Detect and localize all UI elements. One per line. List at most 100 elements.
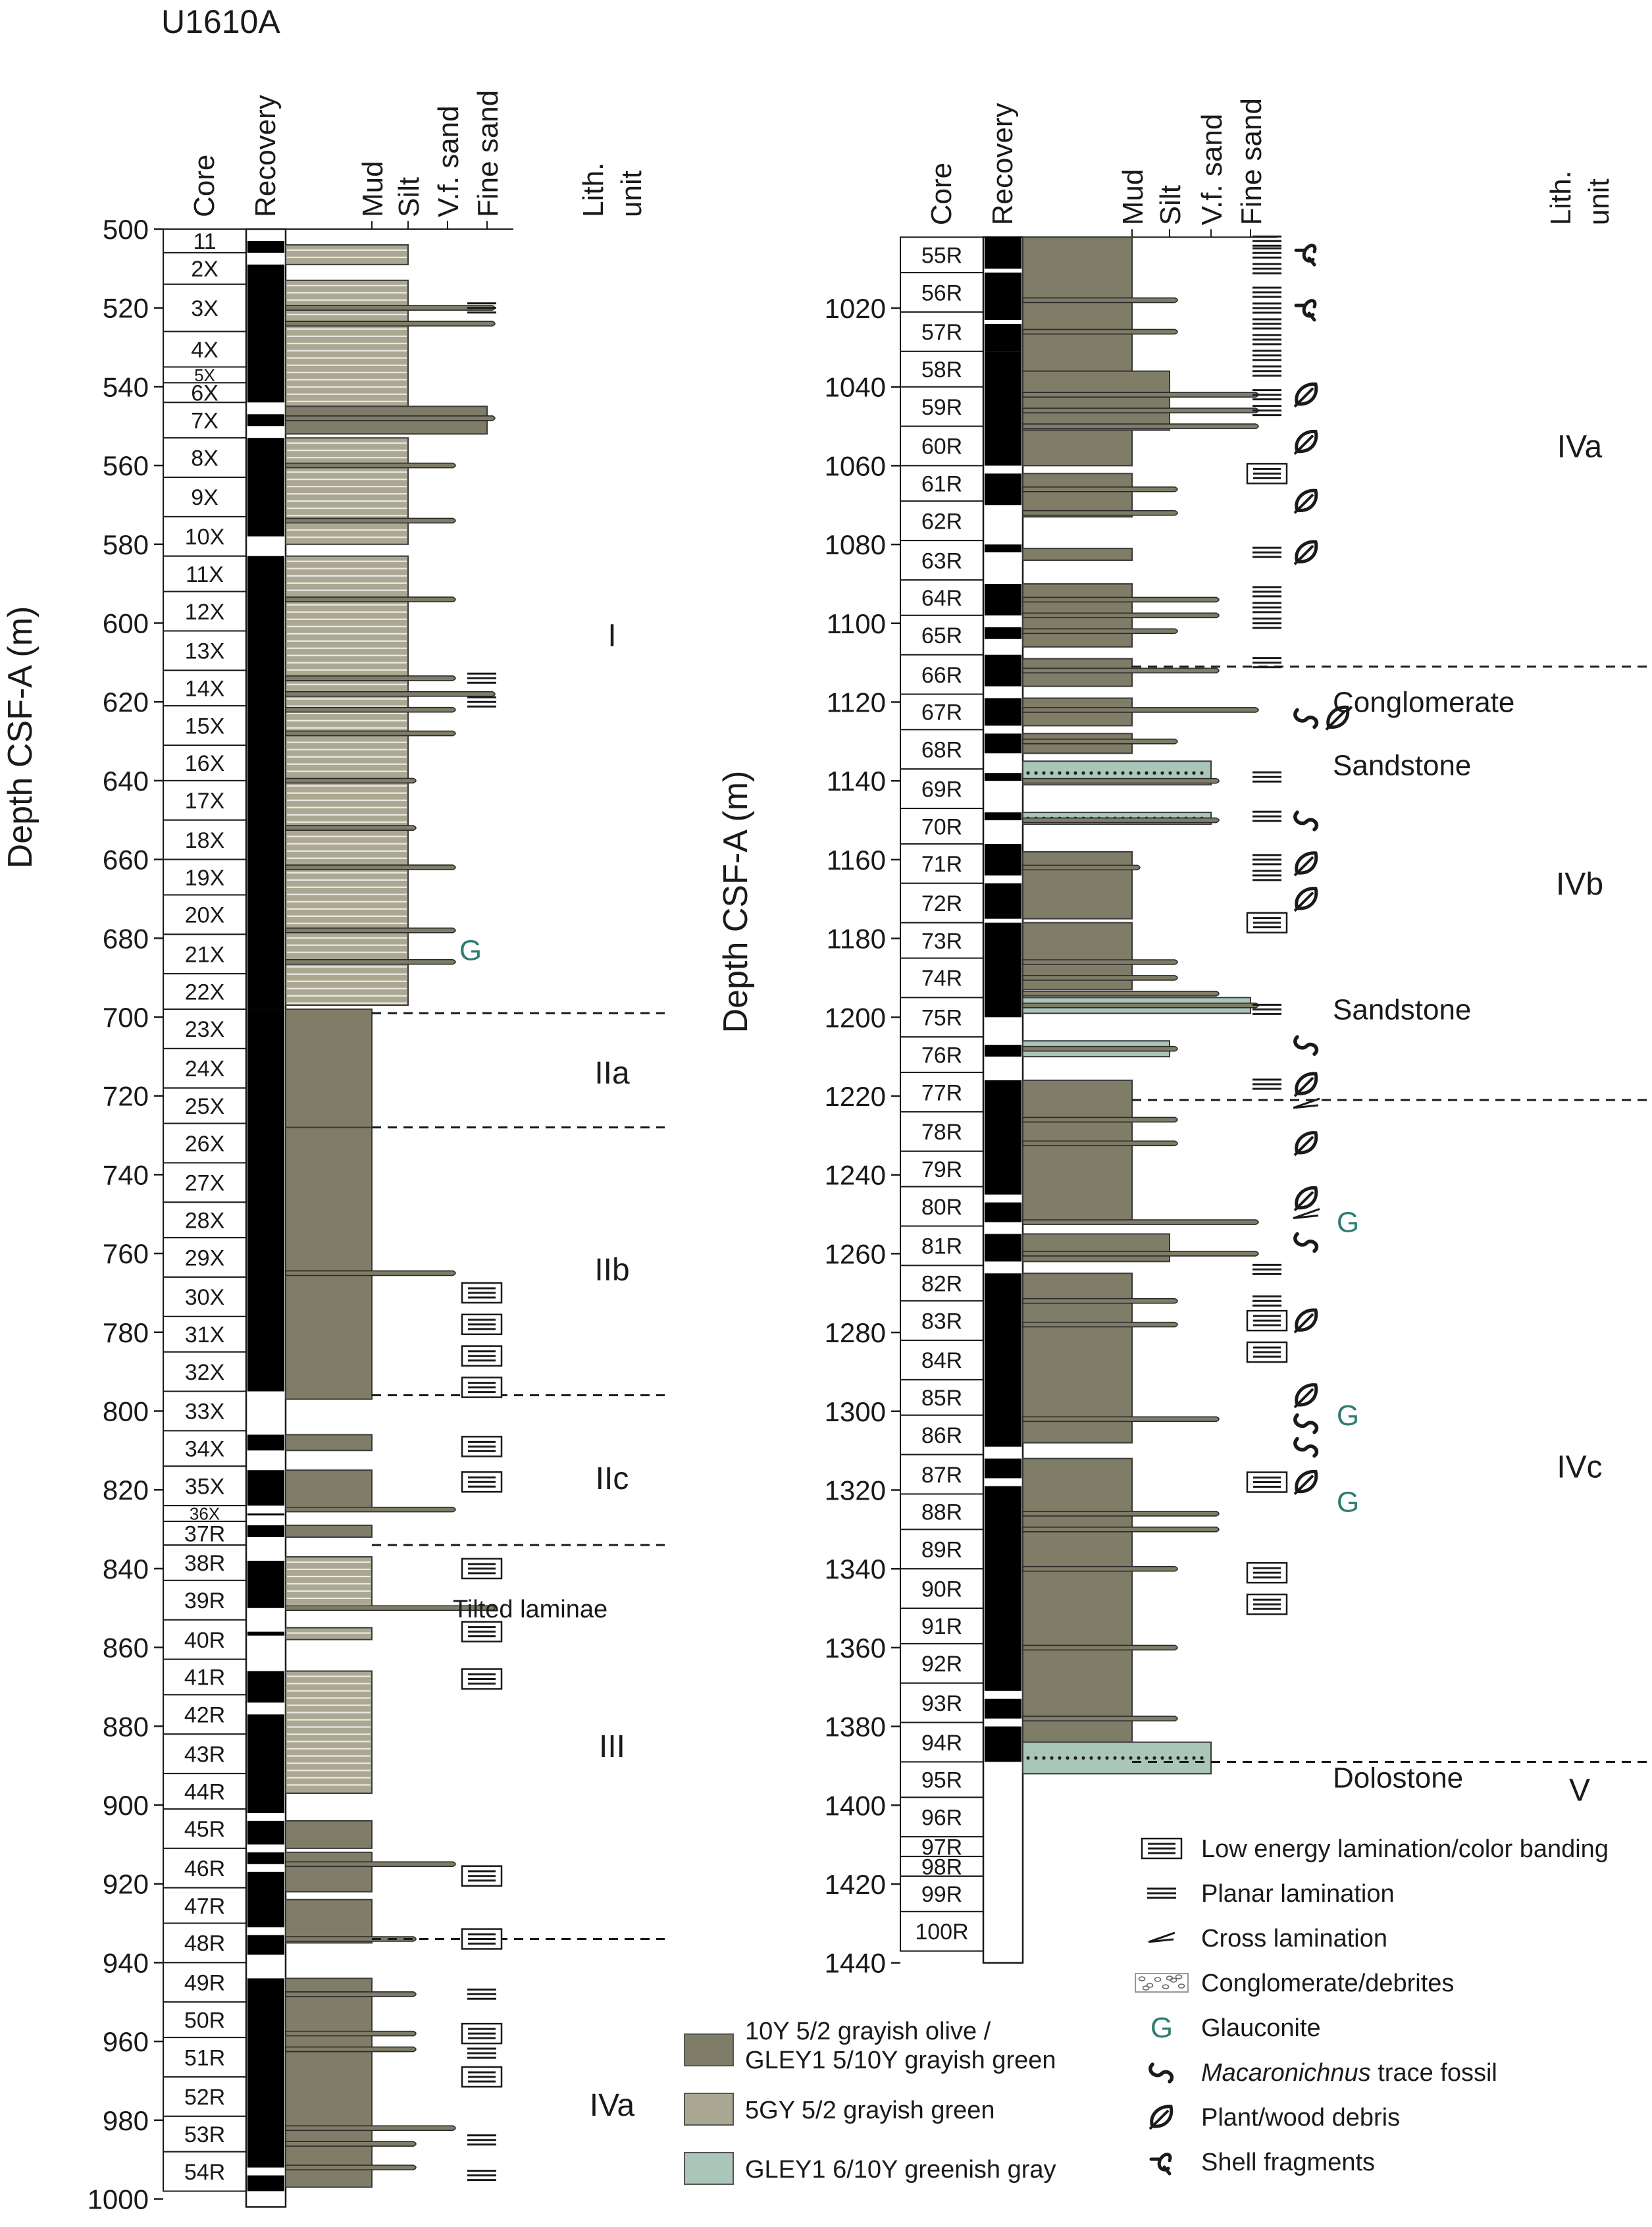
glauconite-symbol-icon: G	[1337, 1207, 1359, 1239]
core-label: 77R	[921, 1080, 962, 1105]
core-box	[900, 1150, 984, 1188]
low_energy-symbol-icon	[461, 1436, 503, 1457]
depth-tick-label: 540	[103, 371, 149, 402]
core-box	[163, 779, 247, 821]
sand-dot	[1137, 1756, 1141, 1760]
depth-tick-label: 1060	[825, 450, 886, 481]
sand-dot	[1058, 771, 1062, 775]
thin-bed	[285, 777, 417, 784]
legend-color-label: 10Y 5/2 grayish olive / GLEY1 5/10Y grayi…	[745, 2018, 1056, 2074]
core-label: 36X	[190, 1504, 220, 1523]
thin-bed	[1022, 975, 1178, 981]
lithology-interval	[285, 1556, 373, 1609]
sand-dot	[1089, 771, 1093, 775]
thin-bed	[1022, 777, 1220, 784]
core-label: 53R	[184, 2122, 225, 2147]
leaf-outline	[1150, 2105, 1174, 2128]
sand-dot	[1073, 771, 1077, 775]
depth-tick-label: 680	[103, 923, 149, 954]
sand-dot	[1050, 1756, 1054, 1760]
core-label: 70R	[921, 814, 962, 839]
core-label: 85R	[921, 1386, 962, 1411]
shell-symbol-icon	[1294, 299, 1317, 322]
recovered-interval	[985, 773, 1021, 781]
recovered-interval	[247, 2175, 284, 2191]
core-label: 91R	[921, 1614, 962, 1639]
thin-bed	[1022, 707, 1259, 713]
sand-dot	[1113, 771, 1117, 775]
clast	[1154, 1977, 1162, 1982]
core-label: 86R	[921, 1423, 962, 1448]
leaf-stem	[1293, 387, 1314, 408]
thin-bed	[1022, 1251, 1259, 1257]
depth-tick-label: 1180	[827, 924, 886, 955]
low_energy-symbol-icon	[1246, 1561, 1288, 1584]
legend-italic-part: Macaronichnus	[1201, 2059, 1371, 2087]
lithology-interval	[285, 1978, 373, 2188]
glauconite-letter: G	[1150, 2012, 1173, 2044]
low_energy-symbol-icon	[1246, 912, 1288, 933]
clast	[1162, 1984, 1170, 1989]
core-box	[163, 894, 247, 935]
planar-symbol-icon	[1252, 657, 1281, 669]
legend-symbol-label: Conglomerate/debrites	[1201, 1970, 1454, 1997]
depth-tick-label: 920	[103, 1869, 149, 1900]
thin-bed	[1022, 1416, 1220, 1423]
core-box	[900, 1642, 984, 1684]
planar-symbol-icon	[1252, 350, 1281, 361]
thin-bed	[1022, 628, 1178, 635]
sand-dot	[1176, 1756, 1180, 1760]
plant-symbol-icon	[1293, 1470, 1318, 1495]
lith-unit-label: I	[607, 618, 616, 653]
core-box	[900, 1856, 984, 1877]
figure-title: U1610A	[161, 3, 280, 40]
shell-fragment	[1294, 244, 1317, 267]
planar-symbol-icon	[1252, 617, 1281, 629]
low_energy-symbol-icon	[461, 1558, 503, 1580]
core-box	[163, 1544, 247, 1581]
depth-tick-label: 1260	[825, 1238, 886, 1269]
depth-tick-label: 1100	[827, 608, 886, 639]
plant-symbol-icon	[1293, 1131, 1318, 1157]
core-label: 98R	[921, 1854, 962, 1879]
thin-bed	[285, 1936, 417, 1942]
recovered-interval	[247, 1820, 284, 1845]
lithology-interval	[285, 1126, 373, 1400]
depth-tick-label: 620	[103, 687, 149, 718]
leaf-stem	[1149, 2109, 1170, 2130]
thin-bed	[1022, 817, 1220, 824]
leaf-stem	[1293, 1136, 1314, 1157]
core-label: 27X	[185, 1171, 225, 1196]
planar-symbol-icon	[467, 1988, 496, 2000]
recovered-interval	[985, 1202, 1021, 1222]
leaf-stem	[1293, 1475, 1314, 1495]
leaf-outline	[1295, 1072, 1318, 1095]
lith-unit-header: Lith.	[1545, 170, 1577, 225]
cross-lamina	[1293, 1208, 1320, 1220]
core-box	[900, 1682, 984, 1723]
core-box	[900, 579, 984, 616]
planar-symbol-icon	[1252, 602, 1281, 614]
lith-unit-header: unit	[1583, 178, 1615, 225]
recovered-interval	[985, 1080, 1021, 1195]
core-box	[163, 1237, 247, 1278]
core-box	[900, 540, 984, 581]
core-box	[163, 745, 247, 781]
core-label: 34X	[185, 1437, 225, 1462]
cross-symbol-icon	[1293, 1097, 1320, 1109]
core-box	[900, 957, 984, 999]
grain-size-header: Fine sand	[472, 90, 504, 217]
depth-tick-label: 980	[103, 2105, 149, 2136]
thin-bed	[1022, 1511, 1220, 1517]
plant-symbol-icon	[1293, 488, 1318, 514]
thin-bed	[1022, 1297, 1178, 1304]
plant-symbol-icon	[1325, 705, 1350, 731]
thin-bed	[285, 706, 456, 713]
core-label: 66R	[921, 663, 962, 688]
planar-symbol-icon	[1252, 365, 1281, 377]
recovered-interval	[985, 958, 1021, 1018]
leaf-stem	[1293, 1076, 1314, 1097]
sand-dot	[1073, 1756, 1077, 1760]
planar-symbol-icon	[1252, 405, 1281, 417]
cross-lamina	[1293, 1097, 1320, 1109]
